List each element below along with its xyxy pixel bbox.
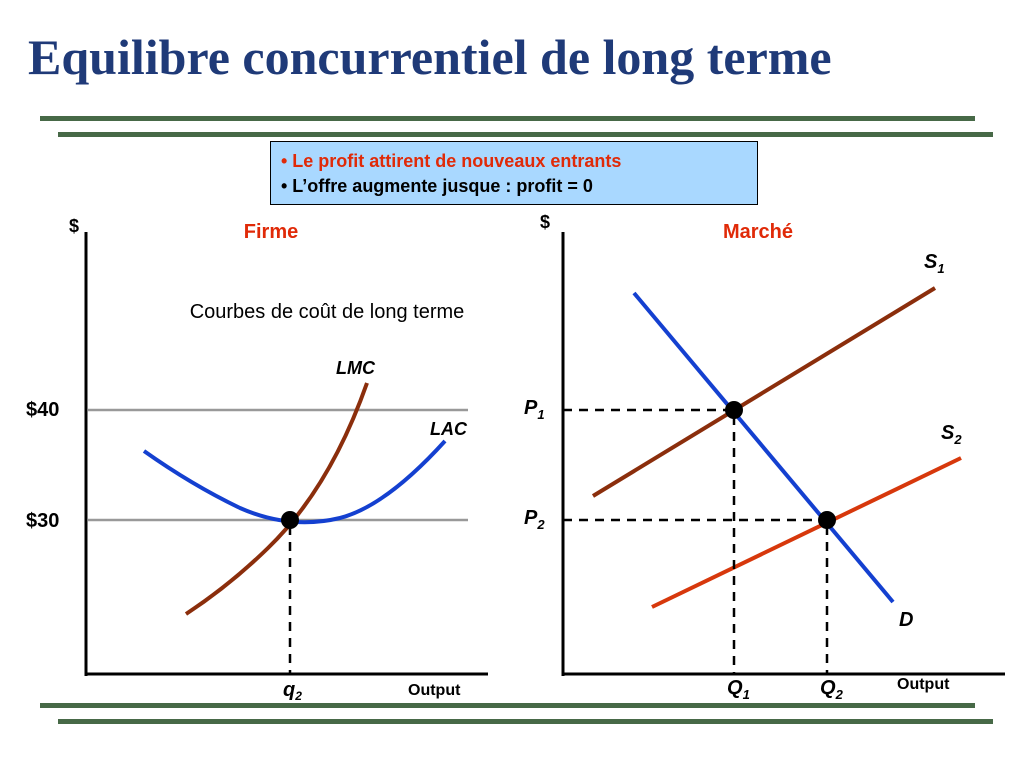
p1-label: P1 xyxy=(524,397,545,422)
s2-label-main: S xyxy=(941,422,955,444)
firm-x-axis-label: Output xyxy=(408,682,461,699)
p2-label: P2 xyxy=(524,507,545,532)
firm-y-axis-label: $ xyxy=(69,216,79,236)
q1-label: Q1 xyxy=(727,677,750,702)
demand-label: D xyxy=(899,609,913,631)
market-x-axis-label: Output xyxy=(897,676,950,693)
firm-x-tick-main: q xyxy=(283,679,295,701)
s2-label-sub: 2 xyxy=(953,432,962,447)
bottom-rule-lower xyxy=(58,719,993,724)
demand-curve xyxy=(632,291,895,604)
price-label-40: $40 xyxy=(26,399,59,421)
q2-label-sub: 2 xyxy=(835,687,844,702)
lac-label: LAC xyxy=(430,419,468,439)
bottom-rule-upper xyxy=(40,703,975,708)
p2-label-main: P xyxy=(524,507,538,529)
price-label-30: $30 xyxy=(26,510,59,532)
market-equilibrium-2 xyxy=(818,511,836,529)
firm-panel-title: Firme xyxy=(244,221,298,243)
market-chart: $ Marché S1 S2 D P1 P2 Q1 Q2 Output xyxy=(524,212,1005,702)
supply-curve-s1 xyxy=(591,286,937,498)
s1-label: S1 xyxy=(924,251,945,276)
top-rule-upper xyxy=(40,116,975,121)
q1-label-sub: 1 xyxy=(743,687,750,702)
note-line-1: • Le profit attirent de nouveaux entrant… xyxy=(281,151,622,171)
q1-label-main: Q xyxy=(727,677,743,699)
top-rule-lower xyxy=(58,132,993,137)
slide-title: Equilibre concurrentiel de long terme xyxy=(28,29,832,85)
lmc-curve xyxy=(184,382,369,616)
supply-curve-s2 xyxy=(651,456,962,609)
s1-label-sub: 1 xyxy=(937,261,944,276)
lac-curve xyxy=(142,439,447,525)
s1-label-main: S xyxy=(924,251,938,273)
p1-label-main: P xyxy=(524,397,538,419)
p1-label-sub: 1 xyxy=(537,407,544,422)
firm-x-tick-q2: q2 xyxy=(283,679,302,703)
q2-label-main: Q xyxy=(820,677,836,699)
firm-panel-subtitle: Courbes de coût de long terme xyxy=(190,301,465,323)
market-equilibrium-1 xyxy=(725,401,743,419)
lmc-label: LMC xyxy=(336,358,376,378)
note-line-2: • L’offre augmente jusque : profit = 0 xyxy=(281,176,593,196)
p2-label-sub: 2 xyxy=(536,517,545,532)
q2-label: Q2 xyxy=(820,677,844,702)
firm-chart: $ Firme Courbes de coût de long terme $4… xyxy=(26,216,488,703)
market-panel-title: Marché xyxy=(723,221,793,243)
note-box: • Le profit attirent de nouveaux entrant… xyxy=(270,141,758,205)
firm-x-tick-sub: 2 xyxy=(294,689,302,703)
market-y-axis-label: $ xyxy=(540,212,550,232)
s2-label: S2 xyxy=(941,422,962,447)
firm-equilibrium-point xyxy=(281,511,299,529)
